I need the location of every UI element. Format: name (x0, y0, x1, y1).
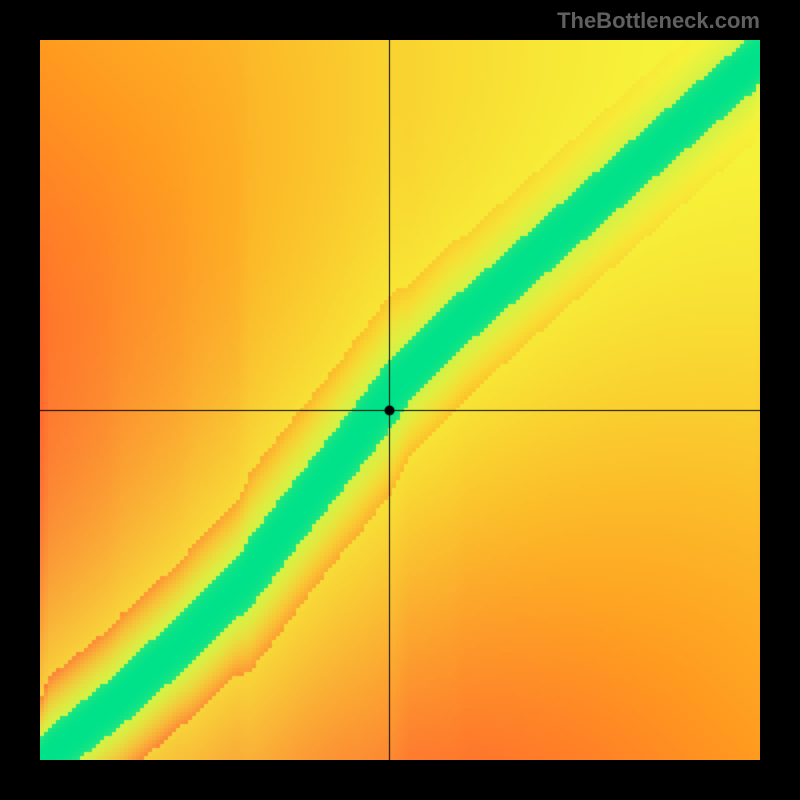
bottleneck-heatmap (40, 40, 760, 760)
watermark-text: TheBottleneck.com (557, 8, 760, 34)
chart-container: TheBottleneck.com (0, 0, 800, 800)
